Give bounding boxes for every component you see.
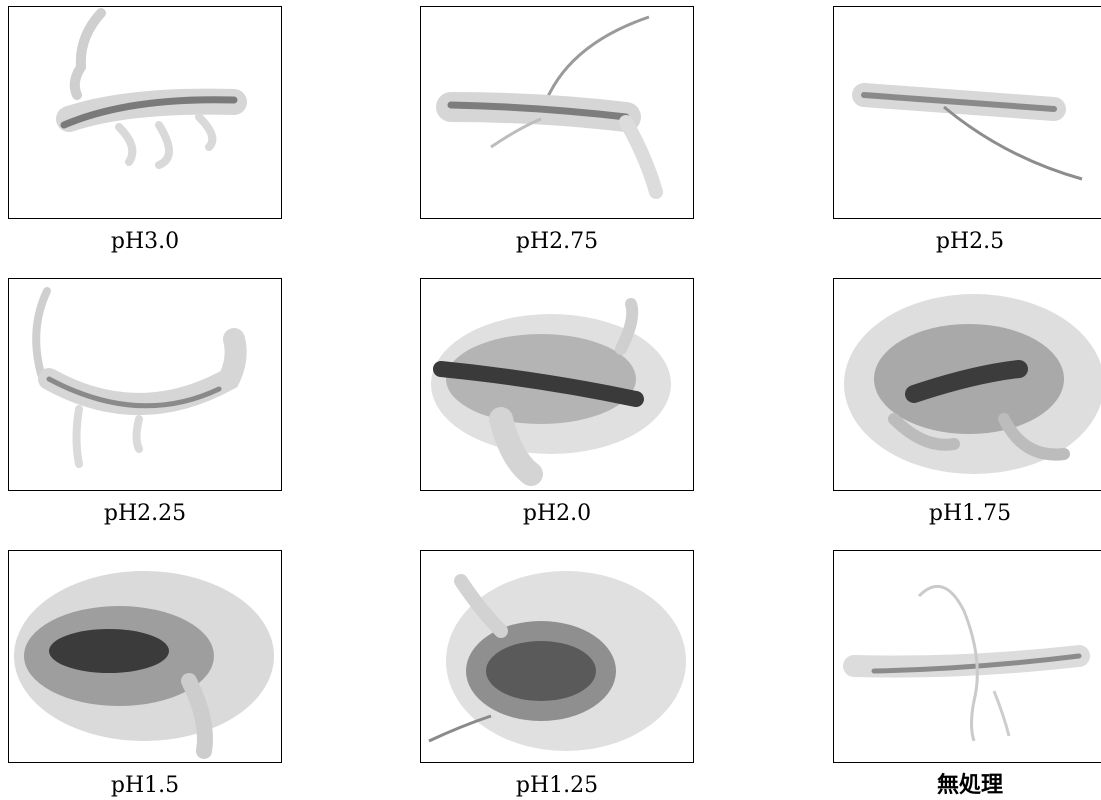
caption: pH2.75 — [515, 229, 599, 254]
panel-untreated: 無処理 — [833, 550, 1101, 799]
root-photo-ph1-75 — [833, 278, 1101, 491]
root-photo-ph2-25 — [8, 278, 282, 491]
panel-ph2-75: pH2.75 — [420, 6, 694, 255]
caption: pH3.0 — [110, 229, 180, 254]
caption: pH2.5 — [935, 229, 1005, 254]
panel-ph3-0: pH3.0 — [8, 6, 282, 255]
root-photo-ph3-0 — [8, 6, 282, 219]
root-photo-ph1-5 — [8, 550, 282, 763]
root-photo-ph1-25 — [420, 550, 694, 763]
panel-ph1-75: pH1.75 — [833, 278, 1101, 527]
panel-ph1-5: pH1.5 — [8, 550, 282, 799]
caption: pH1.75 — [928, 501, 1012, 526]
caption: pH2.0 — [522, 501, 592, 526]
panel-ph1-25: pH1.25 — [420, 550, 694, 799]
caption: pH1.5 — [110, 773, 180, 798]
caption: pH1.25 — [515, 773, 599, 798]
panel-ph2-5: pH2.5 — [833, 6, 1101, 255]
root-photo-ph2-0 — [420, 278, 694, 491]
panel-ph2-25: pH2.25 — [8, 278, 282, 527]
root-photo-ph2-5 — [833, 6, 1101, 219]
caption: pH2.25 — [103, 501, 187, 526]
caption: 無処理 — [936, 773, 1003, 798]
root-photo-untreated — [833, 550, 1101, 763]
root-photo-ph2-75 — [420, 6, 694, 219]
panel-ph2-0: pH2.0 — [420, 278, 694, 527]
